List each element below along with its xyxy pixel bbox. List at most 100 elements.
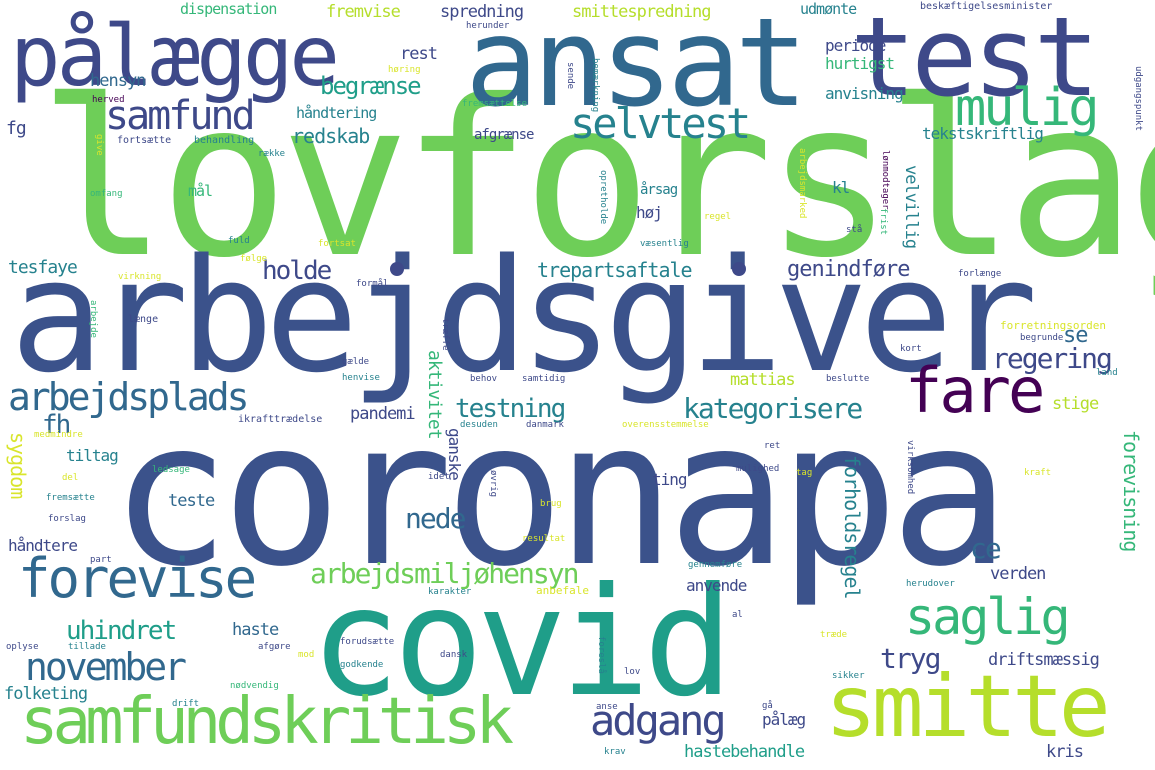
word-stige: stige <box>1052 394 1099 414</box>
word-smittespredning: smittespredning <box>572 2 712 22</box>
word-vaesentlig: væsentlig <box>640 239 689 249</box>
word-arbejdsmarked: arbejdsmarked <box>797 148 807 219</box>
word-afgraense: afgrænse <box>474 127 534 143</box>
word-karakter: karakter <box>428 587 472 597</box>
word-rest: rest <box>400 44 438 64</box>
word-fare: fare <box>905 354 1045 427</box>
word-fg: fg <box>6 118 27 139</box>
word-hoering: høring <box>388 65 421 75</box>
word-ce: ce <box>970 532 1002 565</box>
word-herudover: herudover <box>906 579 955 589</box>
word-ret: ret <box>764 441 781 451</box>
word-kraft: kraft <box>1024 468 1052 478</box>
word-hastebehandle: hastebehandle <box>684 742 805 762</box>
word-del: del <box>62 473 79 483</box>
word-anvende: anvende <box>686 576 747 595</box>
word-hensyn: hensyn <box>90 71 146 91</box>
word-desuden: desuden <box>460 420 498 430</box>
word-uhindret: uhindret <box>66 616 177 646</box>
word-sygdom: sygdom <box>6 432 30 499</box>
word-virkning: virkning <box>118 272 162 282</box>
word-trepartsaftale: trepartsaftale <box>537 258 693 282</box>
word-paalaeg: pålæg <box>762 710 806 729</box>
word-oplyse: oplyse <box>6 642 39 652</box>
word-forevise: forevise <box>18 547 257 610</box>
word-brug: brug <box>540 499 562 509</box>
word-mulig: mulig <box>955 78 1100 138</box>
word-traede: træde <box>820 630 848 640</box>
word-noedvendig: nødvendig <box>230 681 279 691</box>
word-arbejdsplads: arbejdsplads <box>8 375 250 419</box>
word-loenmodtager: lønmodtager <box>880 150 890 210</box>
dot-mark <box>732 262 746 276</box>
word-regering: regering <box>992 342 1113 375</box>
word-aktivitet: aktivitet <box>424 350 445 439</box>
word-fremsaette: fremsætte <box>46 493 95 503</box>
word-periode: periode <box>825 36 886 55</box>
word-medmindre: medmindre <box>34 430 83 440</box>
word-folketing: folketing <box>4 684 88 704</box>
word-dansk: dansk <box>440 650 468 660</box>
word-fremvise: fremvise <box>326 2 401 22</box>
word-drift: drift <box>172 699 200 709</box>
word-give: give <box>94 134 104 156</box>
word-opretholde: opretholde <box>598 170 608 225</box>
word-gaa: gå <box>762 701 773 711</box>
word-ledsage: ledsage <box>152 465 190 475</box>
word-kategorisere: kategorisere <box>683 392 863 425</box>
word-smitte: smitte <box>825 657 1111 757</box>
word-ansat: ansat <box>465 0 808 134</box>
word-test: test <box>850 0 1100 121</box>
word-nede: nede <box>405 502 466 535</box>
word-paalaegge: pålægge <box>10 7 340 105</box>
word-sende: sende <box>565 62 575 90</box>
word-forslag: forslag <box>48 514 86 524</box>
word-frist: frist <box>878 208 888 236</box>
word-godkende: godkende <box>340 660 384 670</box>
word-herved: herved <box>92 95 125 105</box>
word-krav: krav <box>604 747 626 757</box>
word-pandemi: pandemi <box>350 404 416 424</box>
word-haandtere: håndtere <box>8 536 78 555</box>
word-formaal: formål <box>356 279 389 289</box>
word-regel: regel <box>704 212 732 222</box>
word-beskaeftigelsesminister: beskæftigelsesminister <box>920 1 1053 12</box>
word-adgang: adgang <box>590 696 727 745</box>
word-anse: anse <box>596 702 618 712</box>
word-maal: mål <box>188 182 213 200</box>
word-dispensation: dispensation <box>180 0 277 18</box>
word-selvtest: selvtest <box>570 99 751 148</box>
word-coronapa: coronapa <box>110 378 1010 611</box>
word-saglig: saglig <box>905 588 1071 646</box>
word-mod: mod <box>298 650 315 660</box>
word-gennemfoere: gennemføre <box>688 560 743 570</box>
word-tillade: tillade <box>68 642 106 652</box>
word-hurtigst: hurtigst <box>825 54 895 73</box>
word-staa: stå <box>846 225 863 235</box>
word-forlaenge: forlænge <box>958 269 1002 279</box>
word-driftsmaessig: driftsmæssig <box>988 650 1100 670</box>
word-land: land <box>1096 368 1118 378</box>
word-fh: fh <box>42 410 71 440</box>
word-covid: covid <box>310 556 734 730</box>
word-forretningsorden: forretningsorden <box>1000 319 1106 332</box>
word-omfang: omfang <box>90 189 123 199</box>
word-forudsaette: forudsætte <box>340 637 395 647</box>
word-foreslaa: foreslå <box>596 636 606 674</box>
word-aarsag: årsag <box>640 182 678 198</box>
word-herunder: herunder <box>466 21 510 31</box>
word-oevrig: øvrig <box>488 470 498 498</box>
word-idet: idet <box>428 472 450 482</box>
word-tekstskriftlig: tekstskriftlig <box>922 124 1044 143</box>
word-verden: verden <box>990 564 1046 584</box>
dot-mark <box>390 262 404 276</box>
word-arbejdsmiljoehensyn: arbejdsmiljøhensyn <box>310 557 579 590</box>
word-behov: behov <box>470 374 498 384</box>
word-traeffe: træffe <box>440 318 450 351</box>
word-sikker: sikker <box>832 671 865 681</box>
word-haste: haste <box>232 620 279 640</box>
word-tag: tag <box>796 468 813 478</box>
word-resultat: resultat <box>522 534 566 544</box>
word-forholdsregel: forholdsregel <box>840 455 864 599</box>
word-raekke: række <box>258 149 286 159</box>
